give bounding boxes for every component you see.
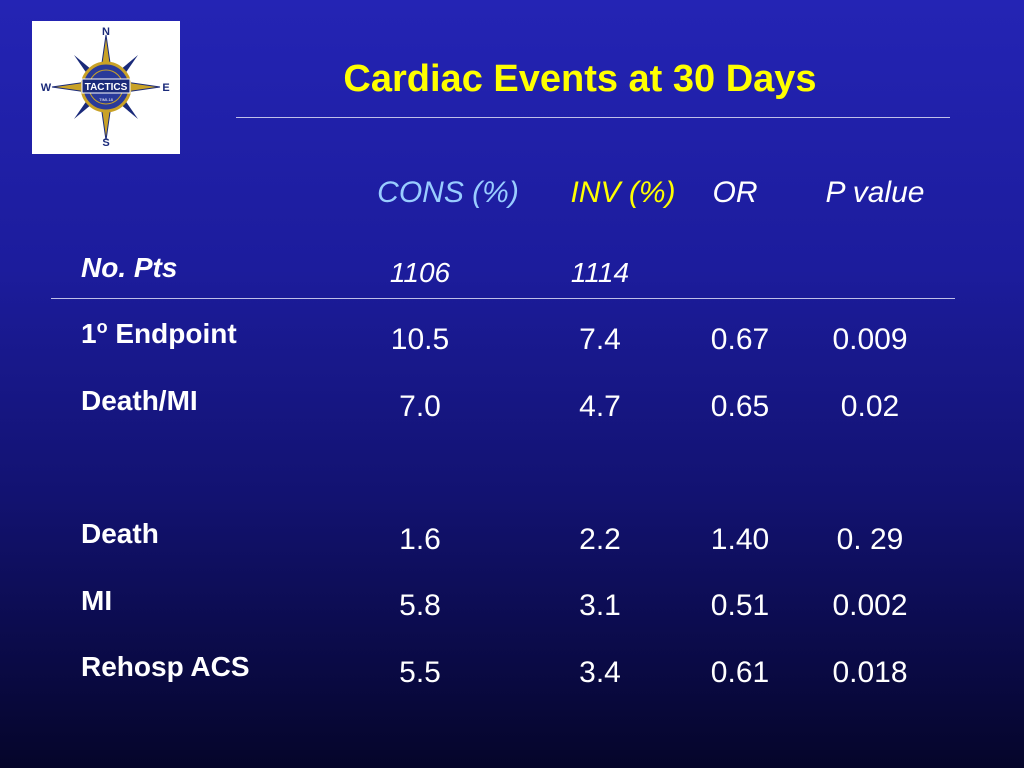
cell-inv-death-mi: 4.7 [579,390,621,423]
row-label-death-mi: Death/MI [81,385,198,416]
logo-subtext: TIMI-18 [99,97,114,102]
header-inv: INV (%) [570,176,676,209]
slide-title: Cardiac Events at 30 Days [343,58,817,100]
row-label-endpoint-text: Endpoint [107,318,237,349]
cell-cons-endpoint: 10.5 [390,323,450,356]
cell-p-death: 0. 29 [836,523,904,556]
logo-north: N [102,26,110,38]
cell-cons-death: 1.6 [399,523,441,556]
header-or: OR [712,176,758,209]
cell-inv-rehosp-acs: 3.4 [579,656,621,689]
logo-west: W [41,82,52,94]
cell-inv-no-pts: 1114 [570,257,630,288]
cell-p-rehosp-acs: 0.018 [832,656,908,689]
cell-or-mi: 0.51 [710,589,770,622]
row-label-rehosp-acs: Rehosp ACS [81,651,250,682]
header-p-value: P value [825,176,925,209]
cell-or-death-mi: 0.65 [710,390,770,423]
cell-or-rehosp-acs: 0.61 [710,656,770,689]
row-label-endpoint-sup: o [96,317,108,337]
cell-cons-no-pts: 1106 [389,257,451,288]
header-cons: CONS (%) [377,176,519,209]
cell-cons-death-mi: 7.0 [399,390,441,423]
row-label-no-pts: No. Pts [81,252,178,283]
row-label-endpoint-num: 1 [81,318,97,349]
cell-cons-mi: 5.8 [399,589,441,622]
cell-p-mi: 0.002 [832,589,908,622]
logo-south: S [102,137,109,149]
tactics-logo: TACTICS TIMI-18 N S W E [32,21,180,154]
cell-or-endpoint: 0.67 [710,323,770,356]
cell-p-death-mi: 0.02 [840,390,900,423]
cell-inv-death: 2.2 [579,523,621,556]
cell-inv-endpoint: 7.4 [579,323,621,356]
compass-icon: TACTICS TIMI-18 N S W E [41,26,170,149]
row-label-death: Death [81,518,159,549]
row-label-endpoint: 1o Endpoint [81,318,237,350]
cell-inv-mi: 3.1 [579,589,621,622]
row-label-mi: MI [81,585,113,616]
cell-or-death: 1.40 [710,523,770,556]
logo-text: TACTICS [85,82,128,93]
cell-p-endpoint: 0.009 [832,323,908,356]
table-divider [51,298,955,299]
title-divider [236,117,950,118]
logo-east: E [162,82,169,94]
cell-cons-rehosp-acs: 5.5 [399,656,441,689]
